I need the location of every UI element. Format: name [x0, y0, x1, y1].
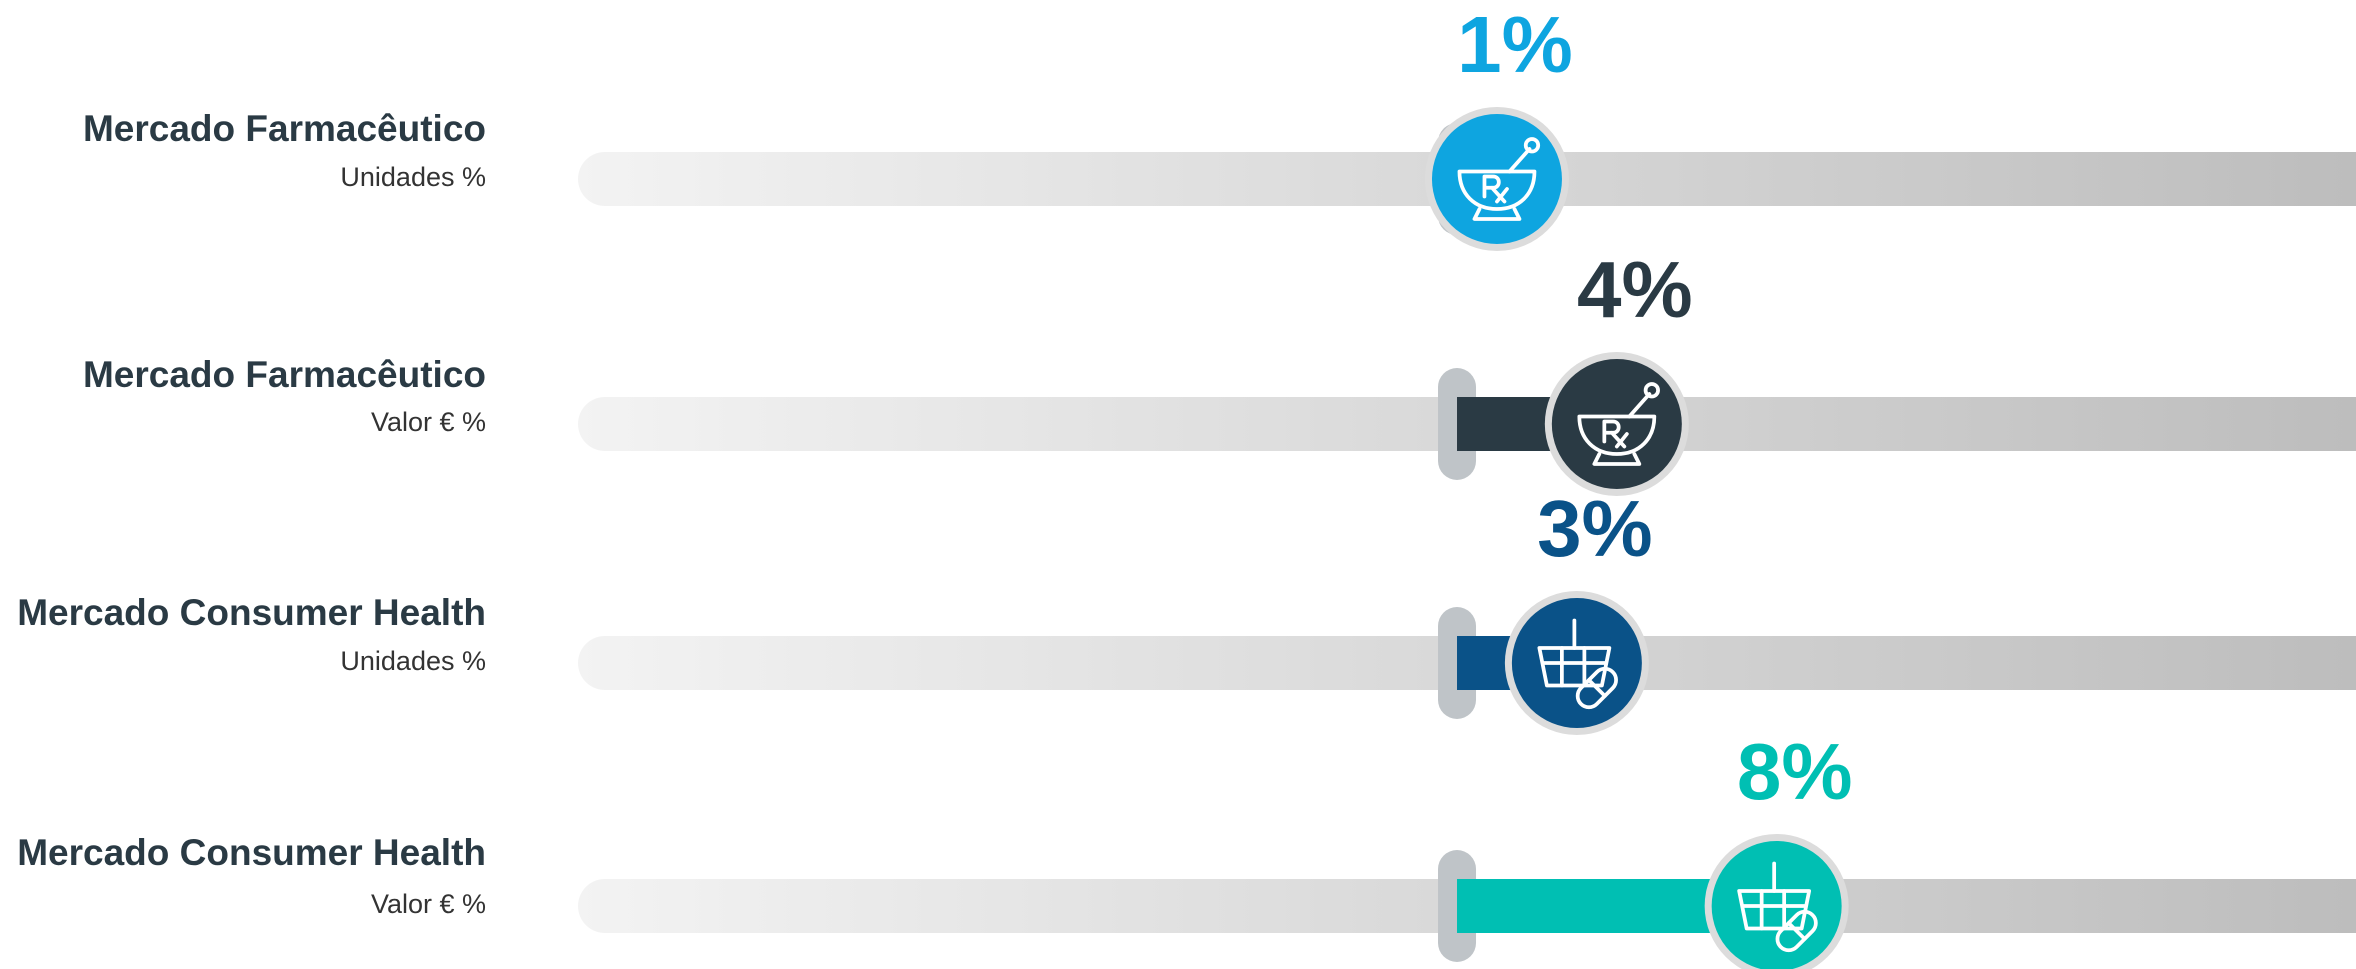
- row-name: Mercado Farmacêutico: [83, 108, 486, 149]
- value-label: 4%: [1577, 245, 1693, 334]
- value-label: 3%: [1537, 484, 1653, 573]
- row-name: Mercado Consumer Health: [17, 592, 486, 633]
- row-subtitle: Valor € %: [371, 407, 486, 437]
- row-name: Mercado Consumer Health: [17, 832, 486, 873]
- row-name: Mercado Farmacêutico: [83, 354, 486, 395]
- value-label: 1%: [1457, 0, 1573, 89]
- row-subtitle: Unidades %: [340, 646, 486, 676]
- row-subtitle: Unidades %: [340, 162, 486, 192]
- value-label: 8%: [1737, 727, 1853, 816]
- rows: Mercado Farmacêutico Unidades % 1% Mercado …: [17, 0, 2356, 969]
- row-subtitle: Valor € %: [371, 889, 486, 919]
